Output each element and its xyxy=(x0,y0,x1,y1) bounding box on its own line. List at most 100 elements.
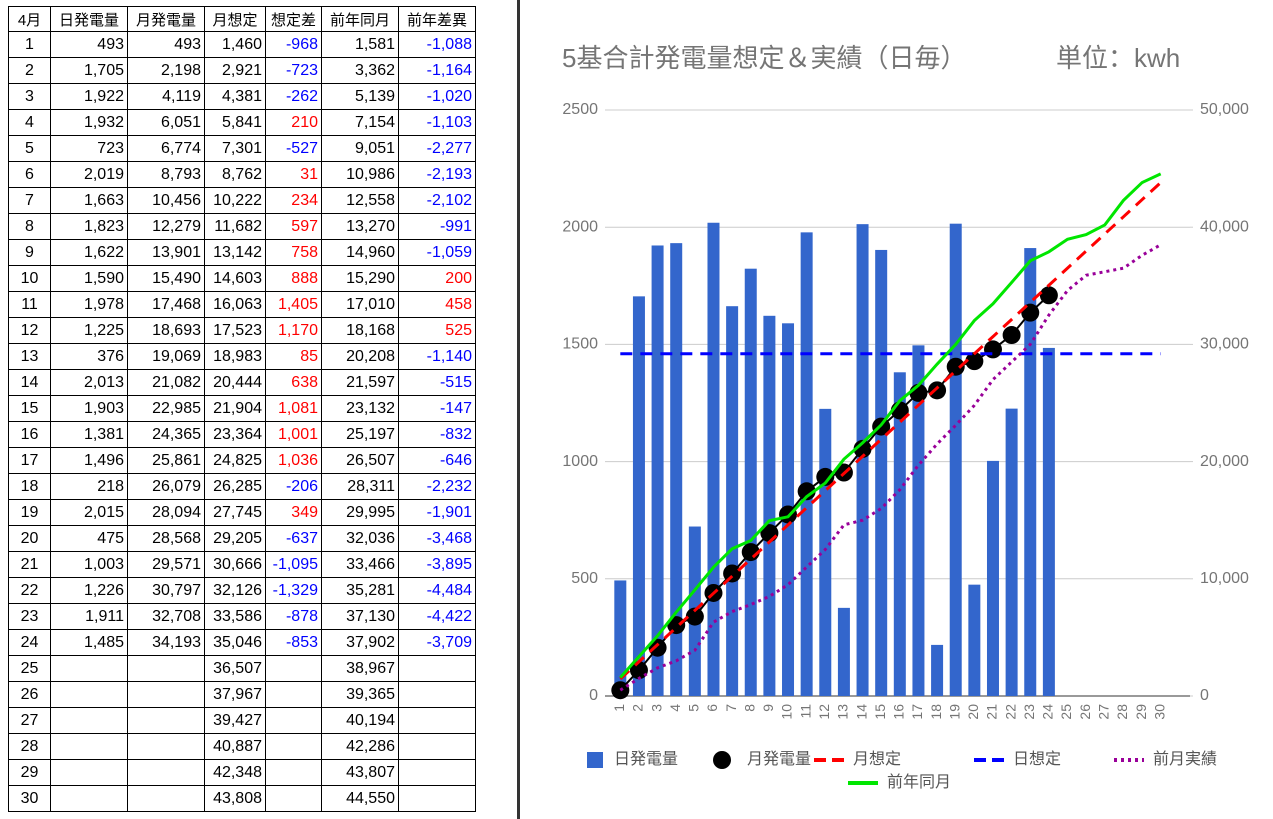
y-tick-label: 2500 xyxy=(562,101,598,118)
table-cell: 15,490 xyxy=(127,265,205,292)
point xyxy=(648,638,667,657)
x-tick-label: 22 xyxy=(1002,704,1018,720)
header-row: 4月 日発電量 月発電量 月想定 想定差 前年同月 前年差異 xyxy=(8,6,476,32)
table-cell: 17,468 xyxy=(127,291,205,318)
x-tick-label: 24 xyxy=(1040,704,1056,720)
table-cell: 35,046 xyxy=(204,629,266,656)
table-cell: 29,205 xyxy=(204,525,266,552)
table-cell: 21,597 xyxy=(321,369,399,396)
table-cell: 43,807 xyxy=(321,759,399,786)
legend-label: 前月実績 xyxy=(1153,750,1217,768)
table-cell: -3,895 xyxy=(398,551,476,578)
point xyxy=(611,681,630,700)
point xyxy=(797,482,816,501)
x-tick-label: 5 xyxy=(686,704,702,712)
bar xyxy=(670,243,683,696)
table-cell: -1,088 xyxy=(398,31,476,58)
x-tick-label: 30 xyxy=(1151,704,1167,720)
bar xyxy=(837,607,850,696)
x-tick-label: 17 xyxy=(909,704,925,720)
table-cell: 12,279 xyxy=(127,213,205,240)
legend-label: 月発電量 xyxy=(747,750,811,768)
y2-tick-label: 50,000 xyxy=(1200,101,1249,118)
table-cell: 26,285 xyxy=(204,473,266,500)
y2-tick-label: 0 xyxy=(1200,687,1209,704)
bar xyxy=(632,296,645,696)
table-cell: 2,921 xyxy=(204,57,266,84)
table-cell: 2,019 xyxy=(50,161,128,188)
table-cell: 1,823 xyxy=(50,213,128,240)
table-cell xyxy=(127,655,205,682)
table-cell: 525 xyxy=(398,317,476,344)
table-cell: 493 xyxy=(127,31,205,58)
table-cell: -1,020 xyxy=(398,83,476,110)
x-tick-label: 21 xyxy=(984,704,1000,720)
table-cell: 723 xyxy=(50,135,128,162)
bar xyxy=(763,315,776,696)
table-row: 9 1,622 13,901 13,142 758 14,960 -1,059 xyxy=(8,239,476,266)
header-cell: 前年差異 xyxy=(398,6,476,32)
legend-label: 前年同月 xyxy=(887,773,951,791)
table-row: 12 1,225 18,693 17,523 1,170 18,168 525 xyxy=(8,317,476,344)
table-cell: 35,281 xyxy=(321,577,399,604)
y-tick-label: 1000 xyxy=(562,453,598,470)
table-cell: -206 xyxy=(265,473,322,500)
table-cell: 9 xyxy=(8,239,51,266)
bar xyxy=(875,249,888,696)
legend-label: 日想定 xyxy=(1013,750,1061,768)
data-table: 4月 日発電量 月発電量 月想定 想定差 前年同月 前年差異 1 493 493 1,460 -96… xyxy=(8,6,476,812)
table-cell: 17,523 xyxy=(204,317,266,344)
table-cell: -2,232 xyxy=(398,473,476,500)
table-body: 1 493 493 1,460 -968 1,581 -1,088 2 1,705 2,198 2,… xyxy=(8,31,476,812)
table-cell: 13,901 xyxy=(127,239,205,266)
table-cell: -147 xyxy=(398,395,476,422)
table-cell: -991 xyxy=(398,213,476,240)
legend-swatch xyxy=(587,752,603,768)
table-cell: 37,902 xyxy=(321,629,399,656)
x-tick-label: 7 xyxy=(723,704,739,712)
table-row: 8 1,823 12,279 11,682 597 13,270 -991 xyxy=(8,213,476,240)
point xyxy=(667,616,686,635)
table-cell: -3,468 xyxy=(398,525,476,552)
table-cell: 25 xyxy=(8,655,51,682)
table-row: 13 376 19,069 18,983 85 20,208 -1,140 xyxy=(8,343,476,370)
table-row: 19 2,015 28,094 27,745 349 29,995 -1,901 xyxy=(8,499,476,526)
point xyxy=(816,467,835,486)
table-cell: 25,861 xyxy=(127,447,205,474)
table-cell: 39,365 xyxy=(321,681,399,708)
line xyxy=(619,172,1162,679)
table-row: 5 723 6,774 7,301 -527 9,051 -2,277 xyxy=(8,135,476,162)
y-tick-label: 1500 xyxy=(562,336,598,353)
table-cell: 234 xyxy=(265,187,322,214)
y-tick-label: 2000 xyxy=(562,218,598,235)
table-cell: 10 xyxy=(8,265,51,292)
table-cell: 42,348 xyxy=(204,759,266,786)
table-cell: 28,094 xyxy=(127,499,205,526)
bar xyxy=(968,584,981,696)
y2-tick-label: 40,000 xyxy=(1200,218,1249,235)
x-tick-label: 23 xyxy=(1021,704,1037,720)
table-cell xyxy=(50,759,128,786)
table-cell: 1,581 xyxy=(321,31,399,58)
table-cell: -262 xyxy=(265,83,322,110)
table-cell: -878 xyxy=(265,603,322,630)
table-row: 18 218 26,079 26,285 -206 28,311 -2,232 xyxy=(8,473,476,500)
table-row: 15 1,903 22,985 21,904 1,081 23,132 -147 xyxy=(8,395,476,422)
table-cell: 1,170 xyxy=(265,317,322,344)
table-cell: -4,422 xyxy=(398,603,476,630)
table-cell: 28,311 xyxy=(321,473,399,500)
table-cell: 5,841 xyxy=(204,109,266,136)
table-cell: 26 xyxy=(8,681,51,708)
table-cell xyxy=(50,785,128,812)
table-row: 7 1,663 10,456 10,222 234 12,558 -2,102 xyxy=(8,187,476,214)
table-cell: -2,277 xyxy=(398,135,476,162)
table-cell: 29,995 xyxy=(321,499,399,526)
table-cell: -1,095 xyxy=(265,551,322,578)
table-cell: 1,903 xyxy=(50,395,128,422)
y-tick-label: 0 xyxy=(589,687,598,704)
table-cell: 29,571 xyxy=(127,551,205,578)
table-cell: 20,208 xyxy=(321,343,399,370)
table-cell: 20,444 xyxy=(204,369,266,396)
table-row: 24 1,485 34,193 35,046 -853 37,902 -3,709 xyxy=(8,629,476,656)
table-cell: 29 xyxy=(8,759,51,786)
